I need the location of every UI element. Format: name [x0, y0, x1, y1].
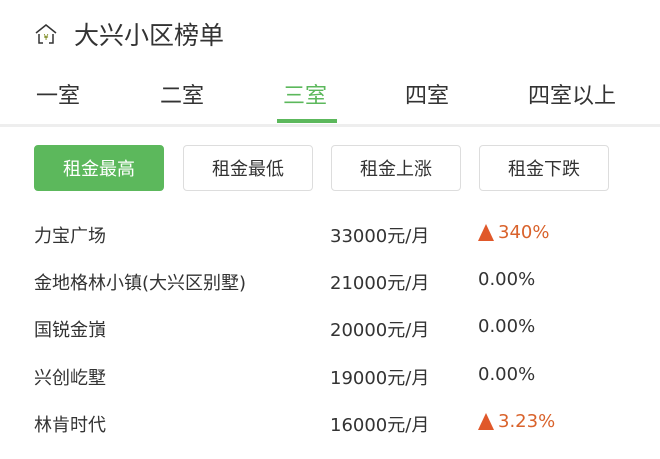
active-tab-indicator	[277, 119, 337, 123]
sort-lowest-button[interactable]: 租金最低	[183, 145, 313, 191]
sort-rising-button[interactable]: 租金上涨	[331, 145, 461, 191]
list-item[interactable]: 林肯时代 16000元/月 3.23%	[0, 411, 660, 441]
list-item[interactable]: 国锐金嵿 20000元/月 0.00%	[0, 316, 660, 346]
change-value: 3.23%	[498, 411, 556, 432]
arrow-up-icon	[478, 224, 494, 241]
sort-highest-button[interactable]: 租金最高	[34, 145, 164, 191]
rent-value: 20000元/月	[330, 320, 430, 341]
list-item[interactable]: 力宝广场 33000元/月 340%	[0, 222, 660, 252]
change-value: 0.00%	[478, 269, 536, 290]
change-value: 340%	[498, 222, 550, 243]
change-value: 0.00%	[478, 364, 536, 385]
change-cell: 340%	[478, 222, 549, 243]
tab-one-room[interactable]: 一室	[36, 84, 81, 109]
community-name: 力宝广场	[34, 226, 106, 247]
rent-value: 16000元/月	[330, 415, 430, 436]
room-tabs: 一室 二室 三室 四室 四室以上	[0, 78, 660, 127]
sort-falling-button[interactable]: 租金下跌	[479, 145, 609, 191]
rent-value: 21000元/月	[330, 273, 430, 294]
tab-two-room[interactable]: 二室	[160, 84, 205, 109]
change-value: 0.00%	[478, 316, 536, 337]
community-name: 林肯时代	[34, 415, 106, 436]
rent-value: 33000元/月	[330, 226, 430, 247]
community-name: 金地格林小镇(大兴区别墅)	[34, 273, 247, 294]
rent-value: 19000元/月	[330, 368, 430, 389]
change-cell: 3.23%	[478, 411, 555, 432]
list-item[interactable]: 兴创屹墅 19000元/月 0.00%	[0, 364, 660, 394]
svg-text:¥: ¥	[43, 33, 48, 42]
header: ¥ 大兴小区榜单	[34, 16, 224, 52]
page-title: 大兴小区榜单	[74, 21, 225, 50]
community-name: 国锐金嵿	[34, 320, 106, 341]
arrow-up-icon	[478, 413, 494, 430]
list-item[interactable]: 金地格林小镇(大兴区别墅) 21000元/月 0.00%	[0, 269, 660, 299]
tab-four-plus-room[interactable]: 四室以上	[528, 84, 617, 109]
tab-three-room[interactable]: 三室	[283, 84, 328, 109]
community-name: 兴创屹墅	[34, 368, 106, 389]
house-yuan-icon: ¥	[35, 24, 57, 44]
tab-four-room[interactable]: 四室	[405, 84, 450, 109]
